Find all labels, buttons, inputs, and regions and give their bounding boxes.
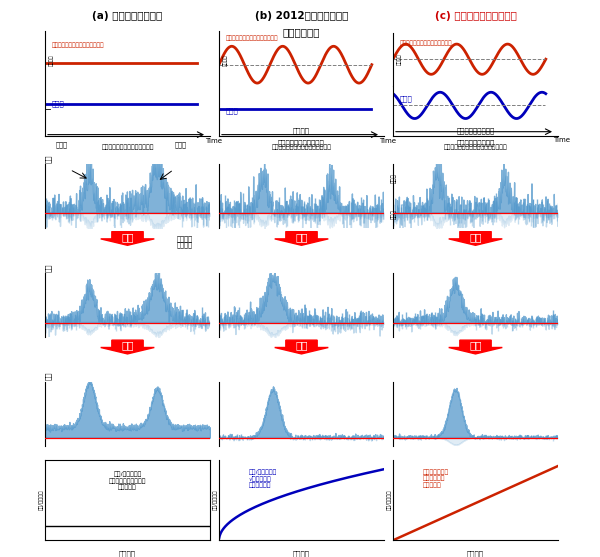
Text: 信号/背景光比: 信号/背景光比 — [38, 490, 43, 510]
Text: 背景光: 背景光 — [175, 141, 187, 148]
Text: 背景光が: 背景光が — [293, 127, 310, 134]
Text: ノイズとして残りやすい: ノイズとして残りやすい — [278, 140, 325, 146]
Text: 衩光ナノダイヤモンド（信号光）: 衩光ナノダイヤモンド（信号光） — [52, 42, 104, 47]
Text: 積算: 積算 — [295, 232, 308, 242]
Text: 衩光ナノダイヤモンド（信号光）: 衩光ナノダイヤモンド（信号光） — [400, 41, 452, 46]
Text: 計測時間: 計測時間 — [293, 550, 310, 556]
Text: (a) 一般的な衩光検出: (a) 一般的な衩光検出 — [92, 11, 163, 21]
Text: 信号光: 信号光 — [56, 141, 67, 148]
Text: 背景光は: 背景光は — [177, 236, 193, 242]
Text: 強度: 強度 — [45, 154, 52, 163]
FancyArrow shape — [101, 340, 154, 354]
Text: 背景光は正位相領域: 背景光は正位相領域 — [457, 127, 494, 134]
Text: 負位相: 負位相 — [391, 209, 397, 219]
Text: 開発した手法: 開発した手法 — [283, 27, 320, 37]
Text: 信号/背景光比は
計測時間を延ばしても
向上しない: 信号/背景光比は 計測時間を延ばしても 向上しない — [109, 472, 146, 490]
Text: 衩光強度: 衩光強度 — [223, 55, 227, 66]
Text: 信号光を変調し振動成分のみを検出: 信号光を変調し振動成分のみを検出 — [271, 145, 331, 150]
FancyArrow shape — [449, 340, 502, 354]
Text: から速やかに消える: から速やかに消える — [457, 140, 494, 146]
Text: 衩光強度: 衩光強度 — [397, 53, 401, 65]
Text: (c) 本研究で開発した手法: (c) 本研究で開発した手法 — [434, 11, 517, 21]
Text: 信号光と背景光は区別できない: 信号光と背景光は区別できない — [101, 145, 154, 150]
Text: 背景光: 背景光 — [52, 100, 64, 107]
Text: Time: Time — [553, 136, 570, 143]
Text: 積算: 積算 — [295, 341, 308, 351]
Text: 計測時間: 計測時間 — [119, 550, 136, 556]
Text: 信号/背景光比: 信号/背景光比 — [386, 490, 391, 510]
FancyArrow shape — [101, 232, 154, 245]
Text: 強度: 強度 — [45, 372, 52, 380]
Text: 正位相: 正位相 — [391, 174, 397, 183]
Text: 積算: 積算 — [121, 232, 134, 242]
Text: 信号/背景光比は
√測定時間に
比例して向上: 信号/背景光比は √測定時間に 比例して向上 — [249, 469, 277, 488]
Text: Time: Time — [379, 138, 396, 144]
Text: 計測時間: 計測時間 — [467, 550, 484, 556]
Text: 衩光強度: 衩光強度 — [48, 55, 53, 66]
Text: 積算: 積算 — [469, 232, 482, 242]
Text: 信号選択効率が
従来法よりも
大幅に向上: 信号選択効率が 従来法よりも 大幅に向上 — [422, 469, 449, 488]
Text: 信号/背景光比: 信号/背景光比 — [212, 490, 217, 510]
Text: 背景光: 背景光 — [400, 95, 412, 102]
Text: 背景光を信号光とは異なる位相で変調: 背景光を信号光とは異なる位相で変調 — [443, 145, 508, 150]
Text: 積算: 積算 — [469, 341, 482, 351]
Text: 積算: 積算 — [121, 341, 134, 351]
Text: Time: Time — [205, 138, 222, 144]
FancyArrow shape — [275, 340, 328, 354]
Text: 衩光ナノダイヤモンド（信号光）: 衩光ナノダイヤモンド（信号光） — [226, 36, 278, 41]
Text: 消えない: 消えない — [177, 241, 193, 248]
Text: (b) 2012年に五十嵐らが: (b) 2012年に五十嵐らが — [255, 11, 348, 21]
Text: 強度: 強度 — [45, 263, 52, 272]
FancyArrow shape — [449, 232, 502, 245]
Text: 背景光: 背景光 — [226, 108, 238, 114]
FancyArrow shape — [275, 232, 328, 245]
